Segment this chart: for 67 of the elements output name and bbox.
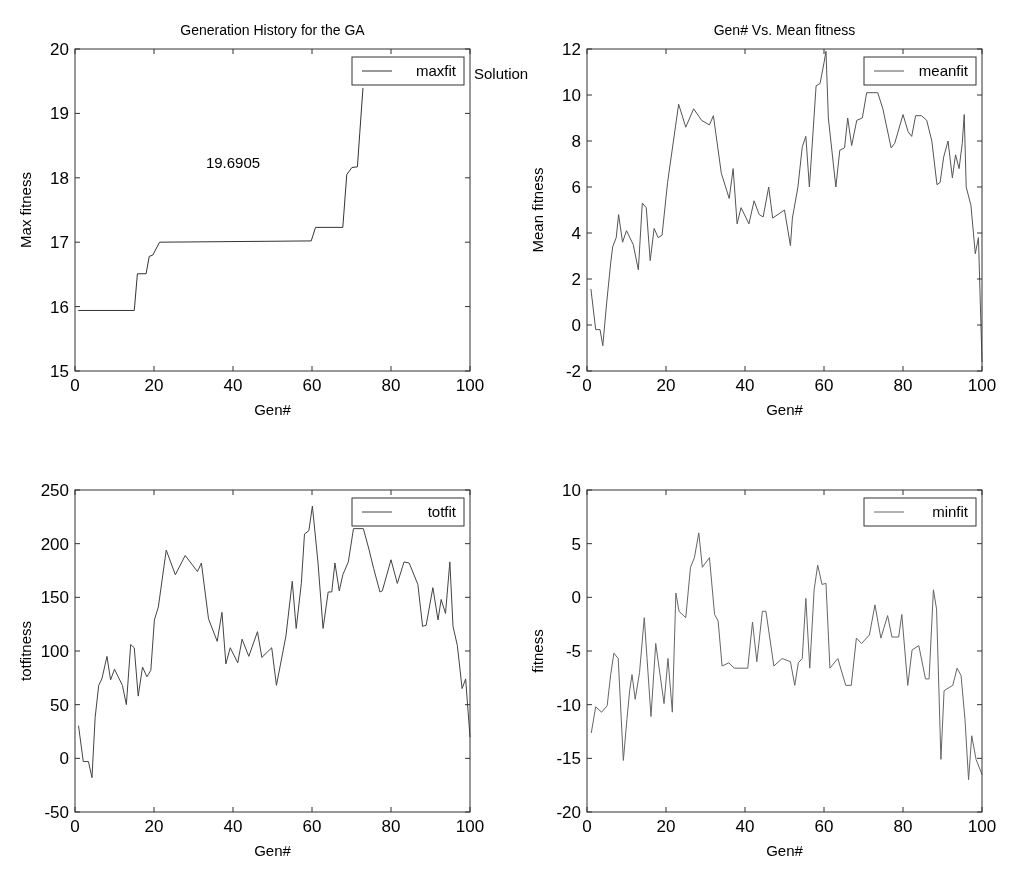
x-tick-label: 100 xyxy=(455,817,485,836)
y-tick-label: 17 xyxy=(50,233,69,253)
x-tick-label: 60 xyxy=(814,376,834,395)
x-tick-label: 20 xyxy=(144,376,164,395)
chart-title: Gen# Vs. Mean fitness xyxy=(713,22,856,38)
y-tick-label: 0 xyxy=(59,749,69,769)
y-tick-label: -15 xyxy=(556,749,581,769)
x-tick-label: 80 xyxy=(893,376,913,395)
x-tick-label: 80 xyxy=(381,376,401,395)
line-series xyxy=(590,532,983,781)
x-tick-label: 80 xyxy=(381,817,401,836)
x-tick-label: 100 xyxy=(967,817,997,836)
x-tick-label: 20 xyxy=(656,817,676,836)
x-axis-title: Gen# xyxy=(254,842,292,859)
legend-label: meanfit xyxy=(918,62,969,79)
y-tick-label: 12 xyxy=(562,40,581,59)
y-axis-title: Mean fitness xyxy=(529,167,546,253)
y-axis-title: Max fitness xyxy=(17,172,34,248)
y-tick-label: 20 xyxy=(50,40,69,59)
y-tick-label: 50 xyxy=(50,695,69,715)
x-tick-label: 80 xyxy=(893,817,913,836)
x-tick-label: 20 xyxy=(656,376,676,395)
y-tick-label: 0 xyxy=(571,316,581,335)
y-tick-label: 250 xyxy=(40,481,69,500)
y-tick-label: 15 xyxy=(50,362,69,381)
x-tick-label: 40 xyxy=(223,817,243,836)
x-tick-label: 60 xyxy=(302,817,322,836)
legend-label: minfit xyxy=(932,503,969,520)
y-tick-label: 150 xyxy=(40,588,69,608)
y-tick-label: 10 xyxy=(562,481,581,500)
y-tick-label: 19 xyxy=(50,104,69,124)
x-axis-title: Gen# xyxy=(254,401,292,418)
y-tick-label: -5 xyxy=(565,642,581,661)
x-tick-label: 60 xyxy=(302,376,322,395)
x-tick-label: 100 xyxy=(967,376,997,395)
y-tick-label: 16 xyxy=(50,297,69,317)
x-tick-label: 100 xyxy=(455,376,485,395)
x-tick-label: 60 xyxy=(814,817,834,836)
y-tick-label: 4 xyxy=(571,224,581,243)
x-axis-title: Gen# xyxy=(766,842,804,859)
x-tick-label: 40 xyxy=(735,817,755,836)
y-tick-label: 18 xyxy=(50,168,69,188)
legend-label: maxfit xyxy=(415,62,457,79)
y-tick-label: 5 xyxy=(571,534,581,554)
y-tick-label: -10 xyxy=(556,695,581,715)
y-tick-label: -50 xyxy=(44,803,69,822)
y-tick-label: 100 xyxy=(40,642,69,661)
y-tick-label: 6 xyxy=(571,178,581,197)
y-axis-title: totfitness xyxy=(17,620,34,682)
x-axis-title: Gen# xyxy=(766,401,804,418)
legend-label: totfit xyxy=(427,503,457,520)
x-tick-label: 20 xyxy=(144,817,164,836)
line-series xyxy=(78,505,471,779)
x-tick-label: 40 xyxy=(223,376,243,395)
y-tick-label: -20 xyxy=(556,803,581,822)
annotation: 19.6905 xyxy=(205,154,261,172)
x-tick-label: 40 xyxy=(735,376,755,395)
y-tick-label: 2 xyxy=(571,270,581,289)
y-tick-label: 0 xyxy=(571,588,581,608)
y-tick-label: 200 xyxy=(40,534,69,554)
line-series xyxy=(78,87,364,311)
y-axis-title: fitness xyxy=(529,629,546,673)
y-tick-label: 10 xyxy=(562,86,581,105)
chart-title: Generation History for the GA xyxy=(180,22,366,38)
y-tick-label: 8 xyxy=(571,132,581,151)
text: Solution xyxy=(474,65,529,82)
y-tick-label: -2 xyxy=(565,362,581,381)
